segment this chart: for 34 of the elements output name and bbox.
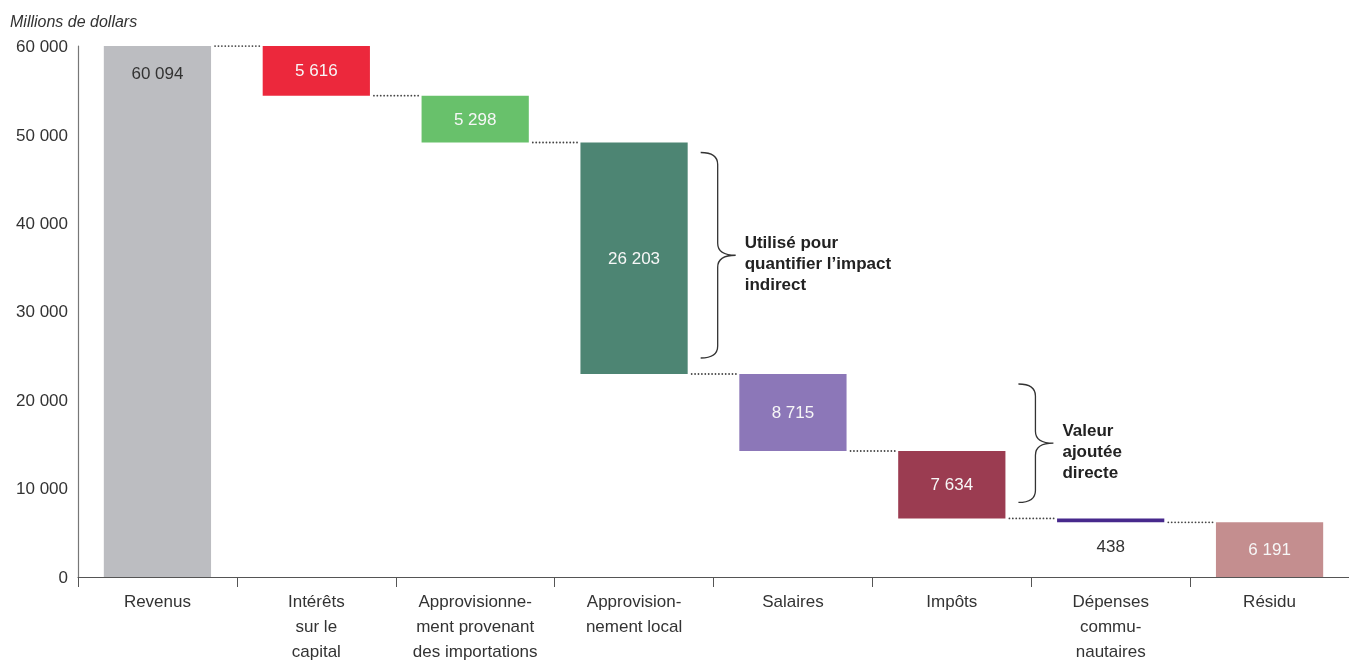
bar	[739, 373, 847, 451]
data-label: 60 094	[131, 64, 184, 84]
bar	[262, 46, 370, 96]
data-label: 5 616	[295, 61, 338, 81]
x-tick-label: Dépenses commu- nautaires	[1072, 592, 1149, 661]
data-label: 6 191	[1248, 540, 1291, 560]
y-tick-label: 10 000	[16, 479, 68, 499]
bar	[1057, 518, 1165, 523]
x-tick-label: Impôts	[926, 592, 978, 611]
data-label: 438	[1096, 537, 1125, 557]
annotation: Valeur ajoutée directe	[1062, 421, 1122, 483]
bar	[580, 142, 688, 374]
data-label: 7 634	[930, 475, 974, 495]
y-tick-label: 30 000	[16, 302, 68, 322]
x-tick-label: Intérêts sur le capital	[287, 592, 345, 661]
bar	[898, 450, 1006, 519]
x-tick-label: Résidu	[1243, 592, 1297, 611]
bar	[1215, 522, 1324, 577]
annotation: Utilisé pour quantifier l’impact indirect	[744, 233, 892, 295]
y-tick-label: 50 000	[16, 125, 68, 145]
y-tick-label: 20 000	[16, 390, 68, 410]
y-axis-title: Millions de dollars	[10, 12, 138, 30]
x-tick-label: Revenus	[123, 592, 191, 611]
bar	[421, 95, 529, 143]
data-label: 5 298	[453, 109, 497, 129]
x-tick-label: Approvision- nement local	[585, 592, 683, 636]
y-tick-label: 40 000	[16, 214, 68, 234]
y-tick-label: 0	[58, 567, 68, 587]
data-label: 26 203	[608, 248, 661, 268]
y-tick-label: 60 000	[16, 37, 68, 57]
x-tick-label: Salaires	[762, 592, 824, 611]
x-tick-label: Approvisionne- ment provenant des importations	[412, 592, 538, 661]
data-label: 8 715	[771, 402, 815, 422]
bar	[103, 46, 212, 577]
